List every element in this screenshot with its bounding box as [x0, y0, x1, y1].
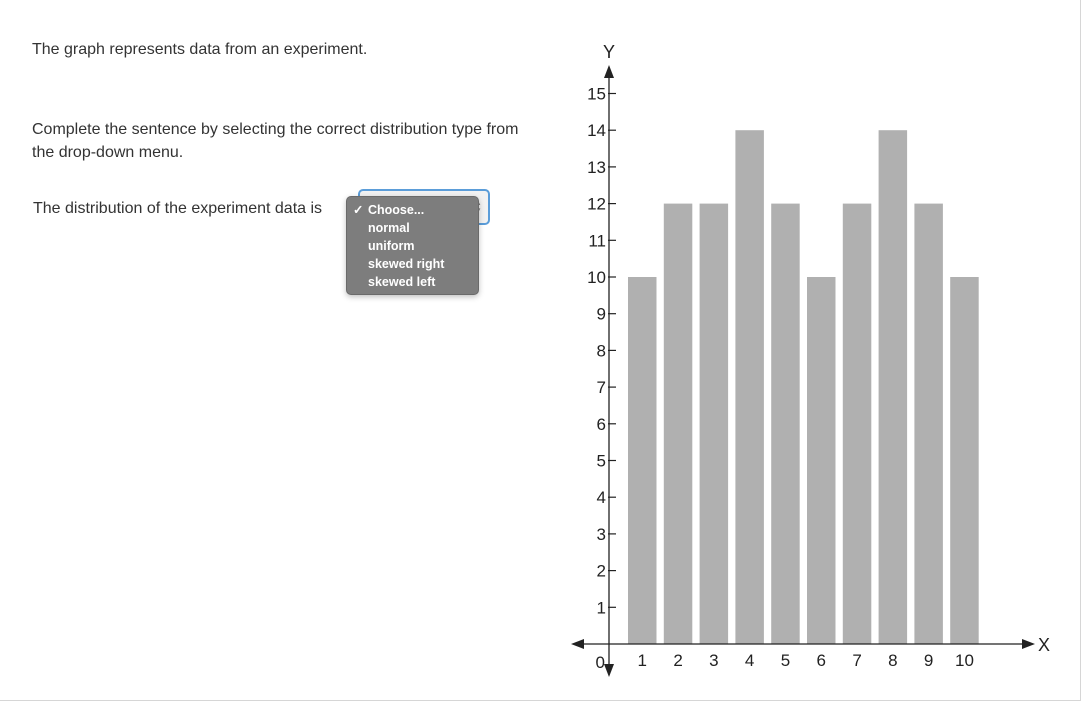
y-tick-label: 11 — [588, 231, 606, 250]
bar — [663, 203, 693, 644]
bar — [807, 277, 836, 644]
option-label: Choose... — [368, 203, 425, 217]
y-tick-label: 6 — [597, 415, 606, 434]
x-axis-arrow-icon — [1022, 639, 1035, 649]
bar — [842, 203, 872, 644]
option-uniform[interactable]: uniform — [347, 237, 478, 255]
x-tick-label: 2 — [673, 651, 682, 670]
y-axis-down-arrow-icon — [604, 664, 614, 677]
option-skewed-left[interactable]: skewed left — [347, 273, 478, 291]
y-tick-label: 7 — [597, 378, 606, 397]
option-label: skewed left — [368, 275, 436, 289]
bar — [771, 203, 800, 644]
x-tick-label: 8 — [888, 651, 897, 670]
option-label: skewed right — [368, 257, 445, 271]
x-tick-label: 1 — [638, 651, 647, 670]
option-skewed-right[interactable]: skewed right — [347, 255, 478, 273]
y-tick-label: 10 — [587, 268, 606, 287]
x-tick-label: 6 — [817, 651, 826, 670]
question-panel: The graph represents data from an experi… — [32, 38, 532, 217]
y-axis-label: Y — [603, 42, 615, 62]
y-tick-label: 15 — [587, 85, 606, 104]
y-tick-label: 5 — [597, 452, 606, 471]
distribution-dropdown-menu: ✓ Choose... normal uniform skewed right … — [346, 196, 479, 295]
x-axis-left-arrow-icon — [571, 639, 584, 649]
x-tick-label: 9 — [924, 651, 933, 670]
checkmark-icon: ✓ — [353, 203, 364, 217]
y-tick-label: 13 — [587, 158, 606, 177]
y-tick-label: 12 — [587, 195, 606, 214]
answer-sentence: The distribution of the experiment data … — [33, 200, 323, 217]
question-instruction: Complete the sentence by selecting the c… — [32, 121, 519, 161]
y-tick-label: 1 — [597, 598, 606, 617]
y-tick-label: 3 — [597, 525, 606, 544]
bar — [735, 130, 764, 644]
y-tick-label: 0 — [596, 653, 605, 672]
bar — [878, 130, 908, 644]
option-choose[interactable]: ✓ Choose... — [347, 201, 478, 219]
bar — [628, 277, 657, 644]
y-tick-label: 2 — [597, 562, 606, 581]
x-tick-label: 3 — [709, 651, 718, 670]
y-tick-label: 4 — [597, 488, 606, 507]
x-tick-label: 5 — [781, 651, 790, 670]
x-tick-label: 7 — [852, 651, 861, 670]
x-tick-label: 4 — [745, 651, 754, 670]
y-tick-label: 9 — [597, 305, 606, 324]
x-axis-label: X — [1038, 635, 1050, 655]
bar — [950, 277, 979, 644]
question-intro: The graph represents data from an experi… — [32, 41, 368, 58]
bar — [914, 203, 943, 644]
x-tick-label: 10 — [955, 651, 974, 670]
option-label: normal — [368, 221, 410, 235]
y-tick-label: 8 — [597, 341, 606, 360]
option-label: uniform — [368, 239, 415, 253]
y-axis-arrow-icon — [604, 65, 614, 78]
option-normal[interactable]: normal — [347, 219, 478, 237]
bar — [699, 203, 729, 644]
y-tick-label: 14 — [587, 121, 606, 140]
